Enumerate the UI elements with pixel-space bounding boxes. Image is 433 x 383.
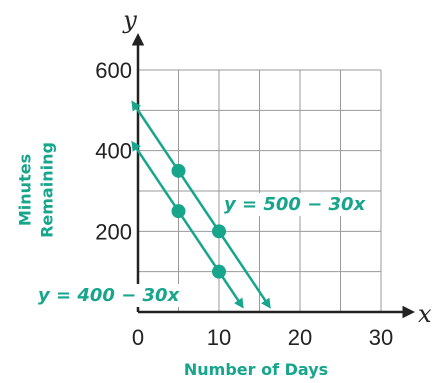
data-point — [171, 163, 186, 178]
y-tick-label: 600 — [95, 58, 132, 83]
y-tick-label: 200 — [95, 219, 132, 244]
y-axis-title-line-1: Minutes — [16, 154, 35, 226]
data-points — [171, 163, 226, 279]
tick-labels: 0 10 20 30 200 400 600 — [95, 58, 393, 350]
data-point — [171, 204, 186, 219]
x-tick-label: 20 — [288, 325, 312, 350]
series-lines — [131, 100, 271, 309]
x-tick-label: 10 — [207, 325, 231, 350]
x-tick-label: 0 — [132, 325, 144, 350]
data-point — [212, 264, 226, 279]
data-point — [212, 224, 226, 239]
equation-label-b-background — [35, 284, 184, 307]
x-axis-title: Number of Days — [184, 360, 328, 379]
y-tick-label: 400 — [95, 139, 132, 164]
x-tick-label: 30 — [369, 325, 393, 350]
y-axis-variable: y — [122, 6, 137, 34]
y-axis-title-line-2: Remaining — [38, 142, 57, 238]
equation-label-series-2: y = 400 − 30x — [38, 285, 181, 306]
equation-label-series-1: y = 500 − 30x — [224, 194, 367, 215]
series-line-2 — [131, 140, 244, 309]
x-axis-variable: x — [418, 300, 432, 328]
label-backing — [35, 284, 184, 307]
grid — [138, 69, 382, 312]
y-axis-title: Minutes Remaining — [16, 142, 57, 238]
label-backing — [221, 193, 370, 216]
equation-label-a-background — [221, 193, 370, 216]
